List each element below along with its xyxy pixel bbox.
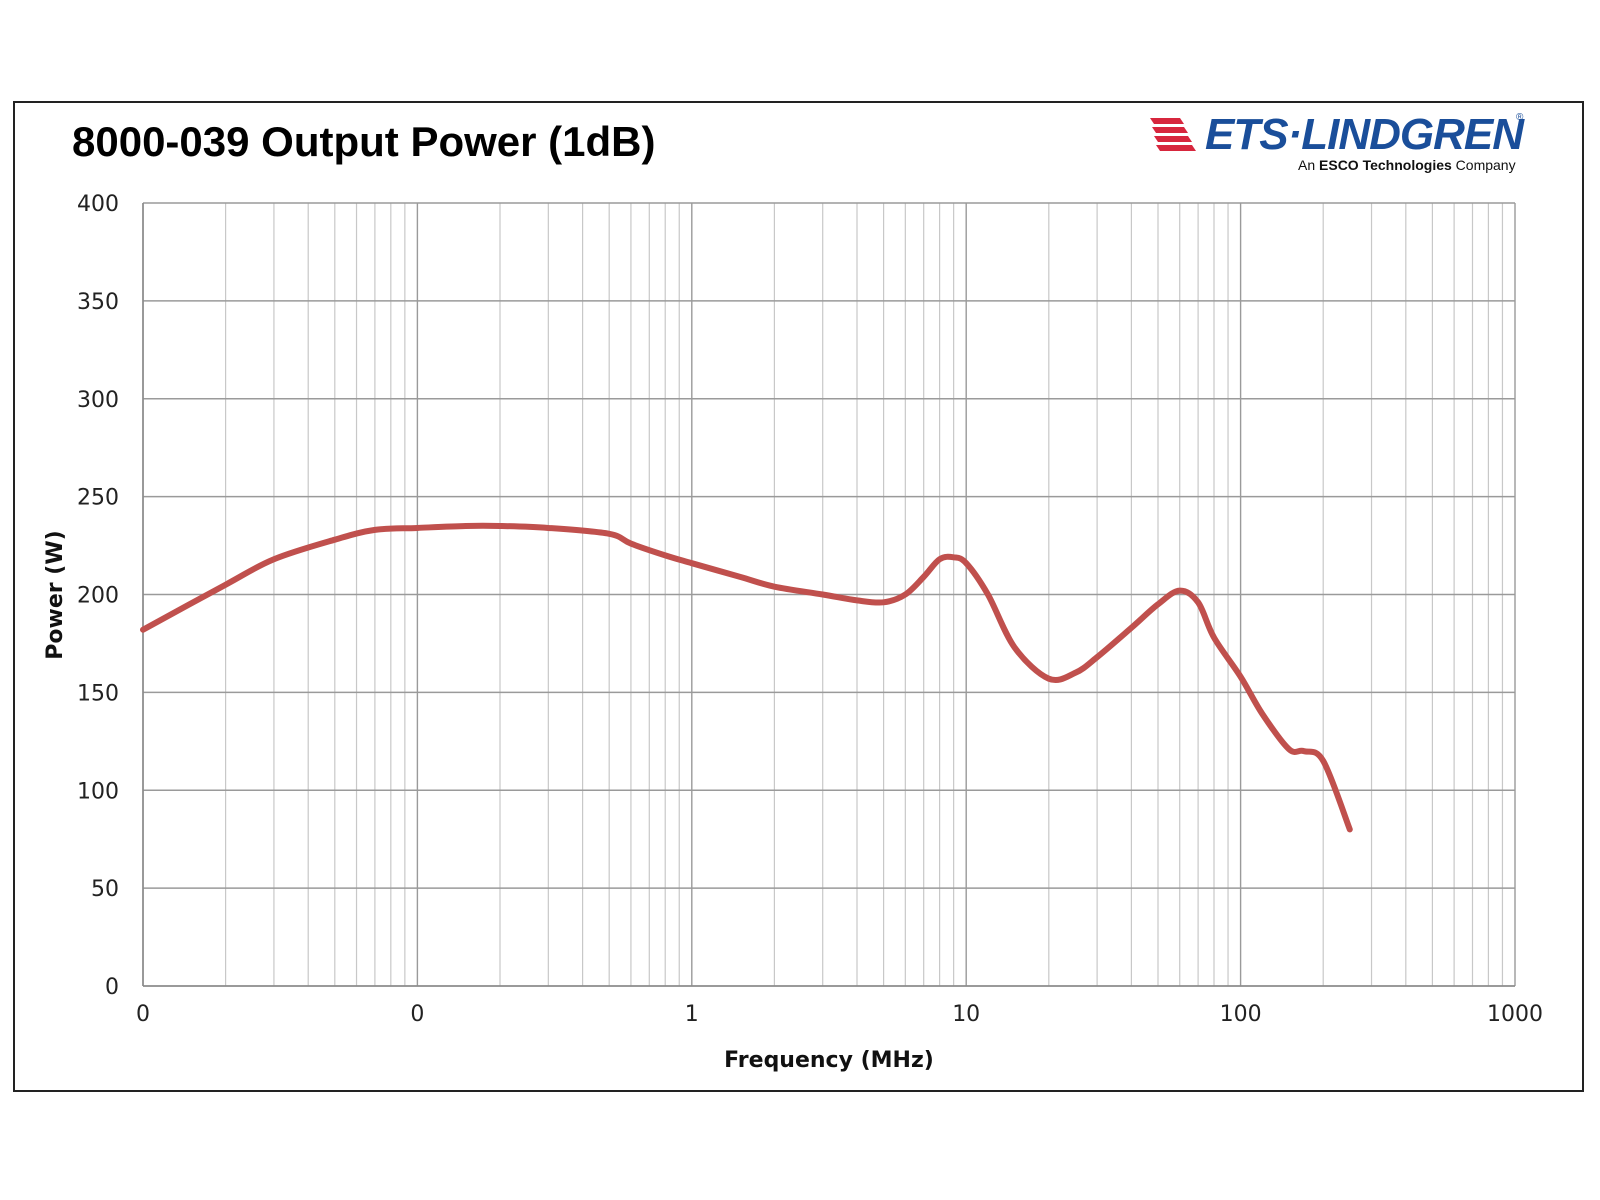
horizontal-gridlines [142, 202, 1515, 987]
series-line [140, 522, 1353, 833]
x-tick-labels: 0 0 1 10 100 1000 [136, 1002, 1543, 1027]
x-tick-label: 0 [136, 1002, 150, 1027]
y-tick-label: 250 [77, 486, 119, 511]
ets-lindgren-logo: ETS·LINDGREN ® An ESCO Technologies Comp… [1150, 110, 1530, 180]
y-tick-labels: 0 50 100 150 200 250 300 350 400 [77, 192, 119, 1000]
chart-frame [13, 101, 1584, 1092]
chart-title: 8000-039 Output Power (1dB) [72, 118, 656, 165]
y-tick-label: 400 [77, 192, 119, 217]
x-tick-label: 0 [410, 1002, 424, 1027]
x-tick-label: 10 [952, 1002, 980, 1027]
y-tick-label: 300 [77, 388, 119, 413]
y-tick-label: 50 [91, 877, 119, 902]
logo-mark-icon [1150, 118, 1196, 151]
y-tick-label: 200 [77, 584, 119, 609]
y-tick-label: 0 [105, 975, 119, 1000]
y-tick-label: 350 [77, 290, 119, 315]
y-axis-title: Power (W) [43, 530, 68, 659]
logo-tagline: An ESCO Technologies Company [1298, 157, 1516, 173]
series-layer [140, 522, 1353, 833]
x-axis-title: Frequency (MHz) [724, 1048, 934, 1073]
x-tick-label: 1 [685, 1002, 699, 1027]
x-tick-label: 1000 [1487, 1002, 1543, 1027]
x-tick-label: 100 [1220, 1002, 1262, 1027]
logo-wordmark: ETS·LINDGREN [1205, 110, 1524, 159]
logo-registered-mark: ® [1516, 112, 1524, 123]
y-tick-label: 100 [77, 779, 119, 804]
y-tick-label: 150 [77, 681, 119, 706]
